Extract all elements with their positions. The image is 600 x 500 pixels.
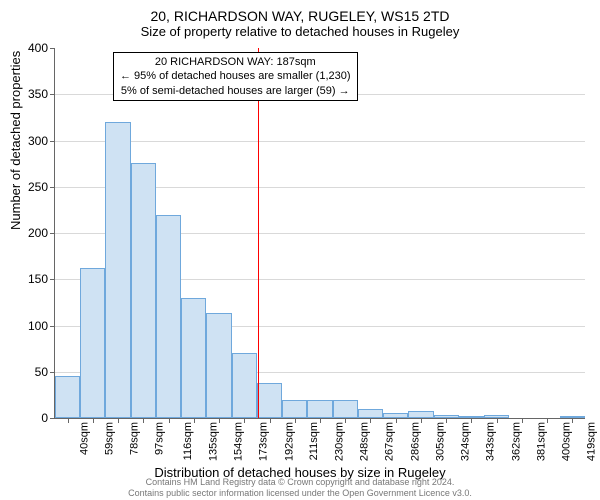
xtick-mark — [93, 418, 94, 423]
xtick-label: 40sqm — [78, 422, 90, 455]
annotation-line: 20 RICHARDSON WAY: 187sqm — [120, 55, 351, 69]
ytick-label: 250 — [18, 180, 48, 194]
xtick-mark — [169, 418, 170, 423]
xtick-label: 419sqm — [586, 422, 598, 461]
xtick-label: 267sqm — [384, 422, 396, 461]
histogram-bar — [408, 411, 433, 418]
xtick-label: 59sqm — [103, 422, 115, 455]
histogram-bar — [232, 353, 257, 418]
ytick-label: 150 — [18, 272, 48, 286]
xtick-mark — [194, 418, 195, 423]
histogram-bar — [307, 400, 332, 419]
xtick-label: 362sqm — [510, 422, 522, 461]
xtick-label: 173sqm — [258, 422, 270, 461]
histogram-bar — [257, 383, 282, 418]
histogram-bar — [80, 268, 105, 418]
xtick-mark — [370, 418, 371, 423]
ytick-label: 400 — [18, 41, 48, 55]
xtick-label: 78sqm — [129, 422, 141, 455]
annotation-line: 5% of semi-detached houses are larger (5… — [120, 84, 351, 98]
histogram-bar — [333, 400, 358, 419]
xtick-mark — [219, 418, 220, 423]
xtick-mark — [446, 418, 447, 423]
ytick-mark — [50, 233, 55, 234]
xtick-label: 343sqm — [485, 422, 497, 461]
xtick-label: 248sqm — [359, 422, 371, 461]
gridline — [55, 141, 585, 142]
ytick-mark — [50, 94, 55, 95]
ytick-label: 50 — [18, 365, 48, 379]
histogram-bar — [105, 122, 130, 418]
xtick-label: 381sqm — [535, 422, 547, 461]
xtick-label: 324sqm — [460, 422, 472, 461]
ytick-label: 0 — [18, 411, 48, 425]
xtick-label: 305sqm — [435, 422, 447, 461]
histogram-bar — [282, 400, 307, 419]
xtick-mark — [471, 418, 472, 423]
histogram-bar — [131, 163, 156, 418]
histogram-bar — [181, 298, 206, 418]
histogram-bar — [156, 215, 181, 419]
footer-attribution: Contains HM Land Registry data © Crown c… — [0, 477, 600, 498]
footer-line-1: Contains HM Land Registry data © Crown c… — [0, 477, 600, 487]
ytick-label: 350 — [18, 87, 48, 101]
xtick-mark — [244, 418, 245, 423]
chart-area: 40sqm59sqm78sqm97sqm116sqm135sqm154sqm17… — [54, 48, 584, 418]
xtick-label: 192sqm — [283, 422, 295, 461]
xtick-mark — [143, 418, 144, 423]
xtick-mark — [270, 418, 271, 423]
reference-line — [258, 48, 259, 418]
histogram-bar — [358, 409, 383, 418]
xtick-label: 135sqm — [207, 422, 219, 461]
ytick-mark — [50, 187, 55, 188]
ytick-mark — [50, 372, 55, 373]
xtick-mark — [295, 418, 296, 423]
xtick-mark — [320, 418, 321, 423]
xtick-label: 400sqm — [561, 422, 573, 461]
annotation-box: 20 RICHARDSON WAY: 187sqm← 95% of detach… — [113, 52, 358, 101]
plot-region: 40sqm59sqm78sqm97sqm116sqm135sqm154sqm17… — [54, 48, 585, 419]
xtick-label: 154sqm — [233, 422, 245, 461]
footer-line-2: Contains public sector information licen… — [0, 488, 600, 498]
page-subtitle: Size of property relative to detached ho… — [0, 24, 600, 43]
xtick-label: 97sqm — [154, 422, 166, 455]
ytick-mark — [50, 48, 55, 49]
xtick-mark — [118, 418, 119, 423]
xtick-mark — [572, 418, 573, 423]
xtick-label: 116sqm — [182, 422, 194, 460]
xtick-mark — [345, 418, 346, 423]
xtick-label: 211sqm — [308, 422, 320, 460]
page-title: 20, RICHARDSON WAY, RUGELEY, WS15 2TD — [0, 0, 600, 24]
xtick-mark — [497, 418, 498, 423]
ytick-mark — [50, 141, 55, 142]
xtick-label: 286sqm — [409, 422, 421, 461]
xtick-mark — [396, 418, 397, 423]
histogram-bar — [55, 376, 80, 418]
xtick-mark — [421, 418, 422, 423]
ytick-label: 300 — [18, 134, 48, 148]
xtick-mark — [68, 418, 69, 423]
xtick-mark — [522, 418, 523, 423]
ytick-mark — [50, 279, 55, 280]
ytick-mark — [50, 418, 55, 419]
ytick-label: 100 — [18, 319, 48, 333]
annotation-line: ← 95% of detached houses are smaller (1,… — [120, 69, 351, 83]
histogram-bar — [206, 313, 231, 418]
xtick-mark — [547, 418, 548, 423]
ytick-mark — [50, 326, 55, 327]
xtick-label: 230sqm — [334, 422, 346, 461]
ytick-label: 200 — [18, 226, 48, 240]
